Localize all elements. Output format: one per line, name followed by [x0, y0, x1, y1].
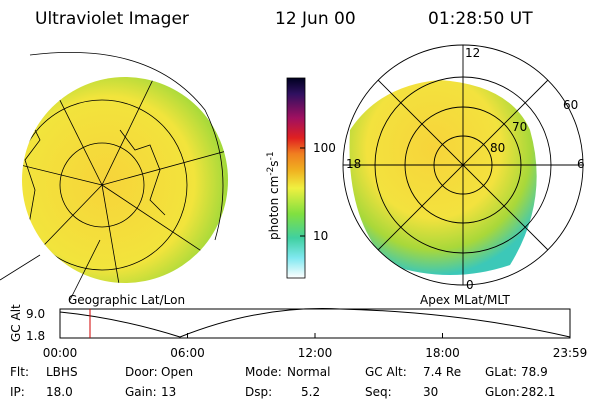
status-value: 13	[161, 385, 176, 399]
time-label: 00:00	[43, 346, 78, 360]
status-value: 7.4 Re	[423, 365, 461, 379]
lat-label: 60	[563, 98, 578, 112]
cbar-unit: photon cm-2s-1	[266, 151, 281, 240]
alt-tick-label: 1.8	[26, 329, 45, 343]
status-value: 30	[423, 385, 438, 399]
alt-curve	[59, 308, 571, 338]
geo-label: Geographic Lat/Lon	[68, 293, 185, 307]
time-label: 06:00	[170, 346, 205, 360]
alt-axis-label: GC Alt	[9, 304, 23, 342]
status-label: Mode:	[245, 365, 282, 379]
mlt-label: 12	[465, 46, 480, 60]
time-label: 23:59	[553, 346, 588, 360]
date: 12 Jun 00	[275, 9, 356, 29]
lat-label: 70	[512, 120, 527, 134]
title: Ultraviolet Imager	[35, 9, 189, 29]
polar-label: Apex MLat/MLT	[420, 293, 510, 307]
time: 01:28:50 UT	[428, 9, 533, 29]
status-label: GLon:	[485, 385, 520, 399]
status-label: GLat:	[485, 365, 517, 379]
alt-tick-label: 9.0	[26, 307, 45, 321]
cbar-tick-label: 10	[313, 229, 328, 243]
status-label: Flt:	[10, 365, 29, 379]
status-label: Door:	[125, 365, 158, 379]
status-value: LBHS	[46, 365, 78, 379]
lat-label: 80	[490, 141, 505, 155]
status-label: Seq:	[365, 385, 392, 399]
status-value: 5.2	[301, 385, 320, 399]
status-label: Gain:	[125, 385, 157, 399]
mlt-label: 6	[577, 157, 585, 171]
status-value: 282.1	[521, 385, 555, 399]
cbar-tick-label: 100	[313, 141, 336, 155]
status-value: Normal	[287, 365, 330, 379]
status-label: IP:	[10, 385, 25, 399]
geo-image	[0, 52, 228, 301]
time-label: 12:00	[298, 346, 333, 360]
status-value: 78.9	[521, 365, 548, 379]
time-label: 18:00	[425, 346, 460, 360]
status-label: GC Alt:	[365, 365, 407, 379]
mlt-label: 18	[346, 157, 361, 171]
color-bar	[286, 77, 306, 279]
mlt-label: 0	[466, 278, 474, 292]
status-value: 18.0	[46, 385, 73, 399]
status-value: Open	[161, 365, 193, 379]
polar-image	[342, 44, 584, 286]
status-label: Dsp:	[245, 385, 272, 399]
